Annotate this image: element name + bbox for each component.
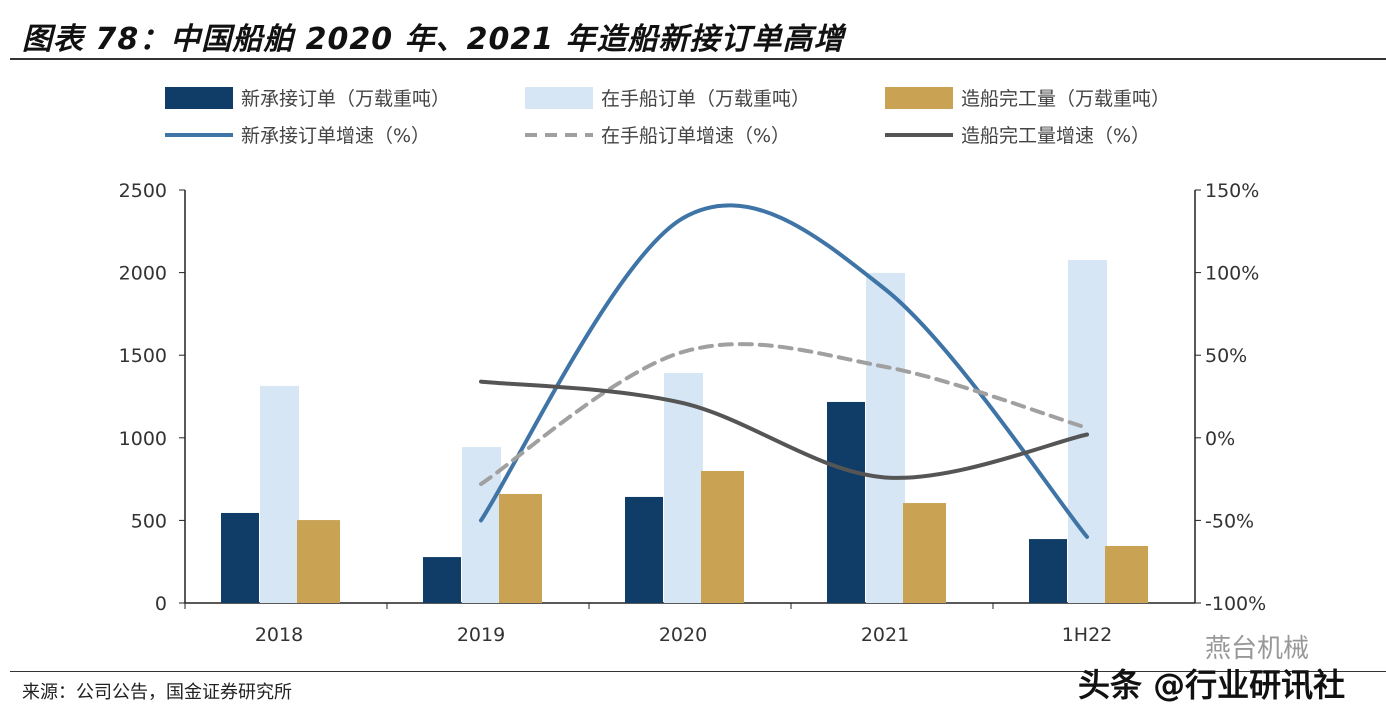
bar-1 [1029, 539, 1067, 603]
left-tick-label: 2000 [119, 263, 167, 285]
right-tick-label: 100% [1205, 263, 1259, 285]
bar-2 [260, 385, 299, 603]
x-tick-label: 1H22 [1062, 624, 1113, 646]
bar-1 [423, 557, 461, 603]
legend-swatch [525, 87, 593, 109]
bar-2 [462, 447, 501, 603]
source-note: 来源：公司公告，国金证券研究所 [22, 682, 292, 703]
x-tick-label: 2018 [255, 624, 303, 646]
legend-label: 造船完工量增速（%） [961, 125, 1150, 147]
bar-1 [625, 496, 663, 603]
legend-label: 造船完工量（万载重吨） [961, 88, 1170, 110]
x-tick-label: 2020 [659, 624, 707, 646]
bar-2 [1068, 260, 1107, 603]
right-tick-label: 50% [1205, 345, 1247, 367]
left-tick-label: 500 [131, 510, 167, 532]
bar-3 [903, 503, 946, 603]
line-series-3 [479, 379, 1089, 480]
chart-title: 图表 78：中国船舶 2020 年、2021 年造船新接订单高增 [22, 22, 845, 57]
left-tick-label: 1000 [119, 428, 167, 450]
bar-3 [297, 520, 340, 603]
watermark: 头条 @行业研讯社 [1078, 666, 1346, 704]
x-tick-label: 2019 [457, 624, 505, 646]
bar-2 [664, 373, 703, 603]
legend-label: 在手船订单增速（%） [601, 125, 790, 147]
bar-2 [866, 272, 905, 603]
right-tick-label: 0% [1205, 428, 1235, 450]
left-tick-label: 0 [155, 593, 167, 615]
watermark: 燕台机械 [1205, 634, 1310, 664]
x-tick-label: 2021 [861, 624, 909, 646]
right-tick-label: -50% [1205, 510, 1254, 532]
right-tick-label: -100% [1205, 593, 1266, 615]
divider [10, 58, 1386, 60]
left-tick-label: 1500 [119, 345, 167, 367]
bar-1 [221, 512, 259, 603]
divider [10, 671, 1386, 672]
bar-3 [499, 493, 542, 603]
legend-swatch [165, 87, 233, 109]
legend-label: 在手船订单（万载重吨） [601, 88, 810, 110]
bar-3 [701, 471, 744, 603]
legend-label: 新承接订单增速（%） [241, 125, 430, 147]
left-tick-label: 2500 [119, 180, 167, 202]
legend-label: 新承接订单（万载重吨） [241, 88, 450, 110]
right-tick-label: 150% [1205, 180, 1259, 202]
bar-1 [827, 401, 865, 603]
legend-swatch [885, 87, 953, 109]
line-series-2 [479, 342, 1089, 487]
bar-3 [1105, 546, 1148, 603]
line-series-1 [479, 203, 1089, 539]
